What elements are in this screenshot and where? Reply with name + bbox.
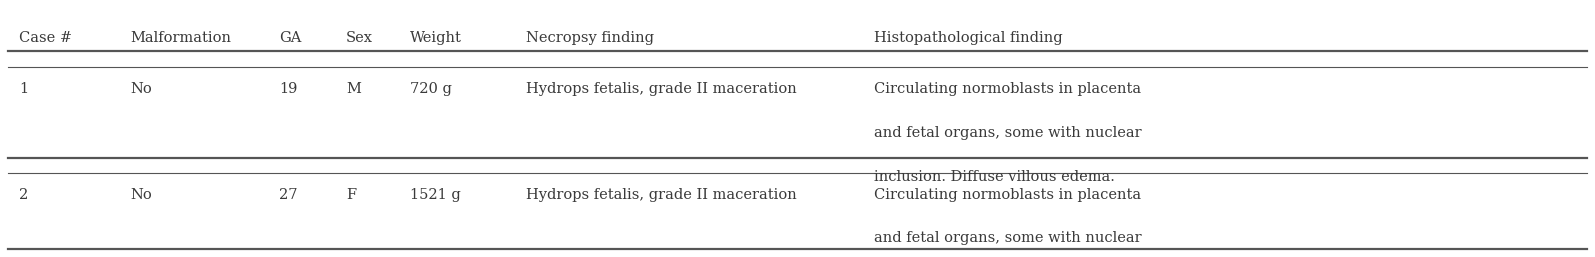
Text: 19: 19 <box>279 82 298 96</box>
Text: Sex: Sex <box>346 31 373 45</box>
Text: Circulating normoblasts in placenta: Circulating normoblasts in placenta <box>874 188 1140 201</box>
Text: GA: GA <box>279 31 301 45</box>
Text: and fetal organs, some with nuclear: and fetal organs, some with nuclear <box>874 231 1142 245</box>
Text: F: F <box>346 188 356 201</box>
Text: 1521 g: 1521 g <box>410 188 461 201</box>
Text: Circulating normoblasts in placenta: Circulating normoblasts in placenta <box>874 82 1140 96</box>
Text: Weight: Weight <box>410 31 463 45</box>
Text: Hydrops fetalis, grade II maceration: Hydrops fetalis, grade II maceration <box>526 82 798 96</box>
Text: and fetal organs, some with nuclear: and fetal organs, some with nuclear <box>874 126 1142 140</box>
Text: 720 g: 720 g <box>410 82 451 96</box>
Text: 27: 27 <box>279 188 298 201</box>
Text: 1: 1 <box>19 82 29 96</box>
Text: No: No <box>131 82 153 96</box>
Text: Histopathological finding: Histopathological finding <box>874 31 1062 45</box>
Text: M: M <box>346 82 360 96</box>
Text: No: No <box>131 188 153 201</box>
Text: Malformation: Malformation <box>131 31 231 45</box>
Text: inclusion. Diffuse villous edema.: inclusion. Diffuse villous edema. <box>874 170 1115 183</box>
Text: Case #: Case # <box>19 31 72 45</box>
Text: Hydrops fetalis, grade II maceration: Hydrops fetalis, grade II maceration <box>526 188 798 201</box>
Text: 2: 2 <box>19 188 29 201</box>
Text: Necropsy finding: Necropsy finding <box>526 31 654 45</box>
